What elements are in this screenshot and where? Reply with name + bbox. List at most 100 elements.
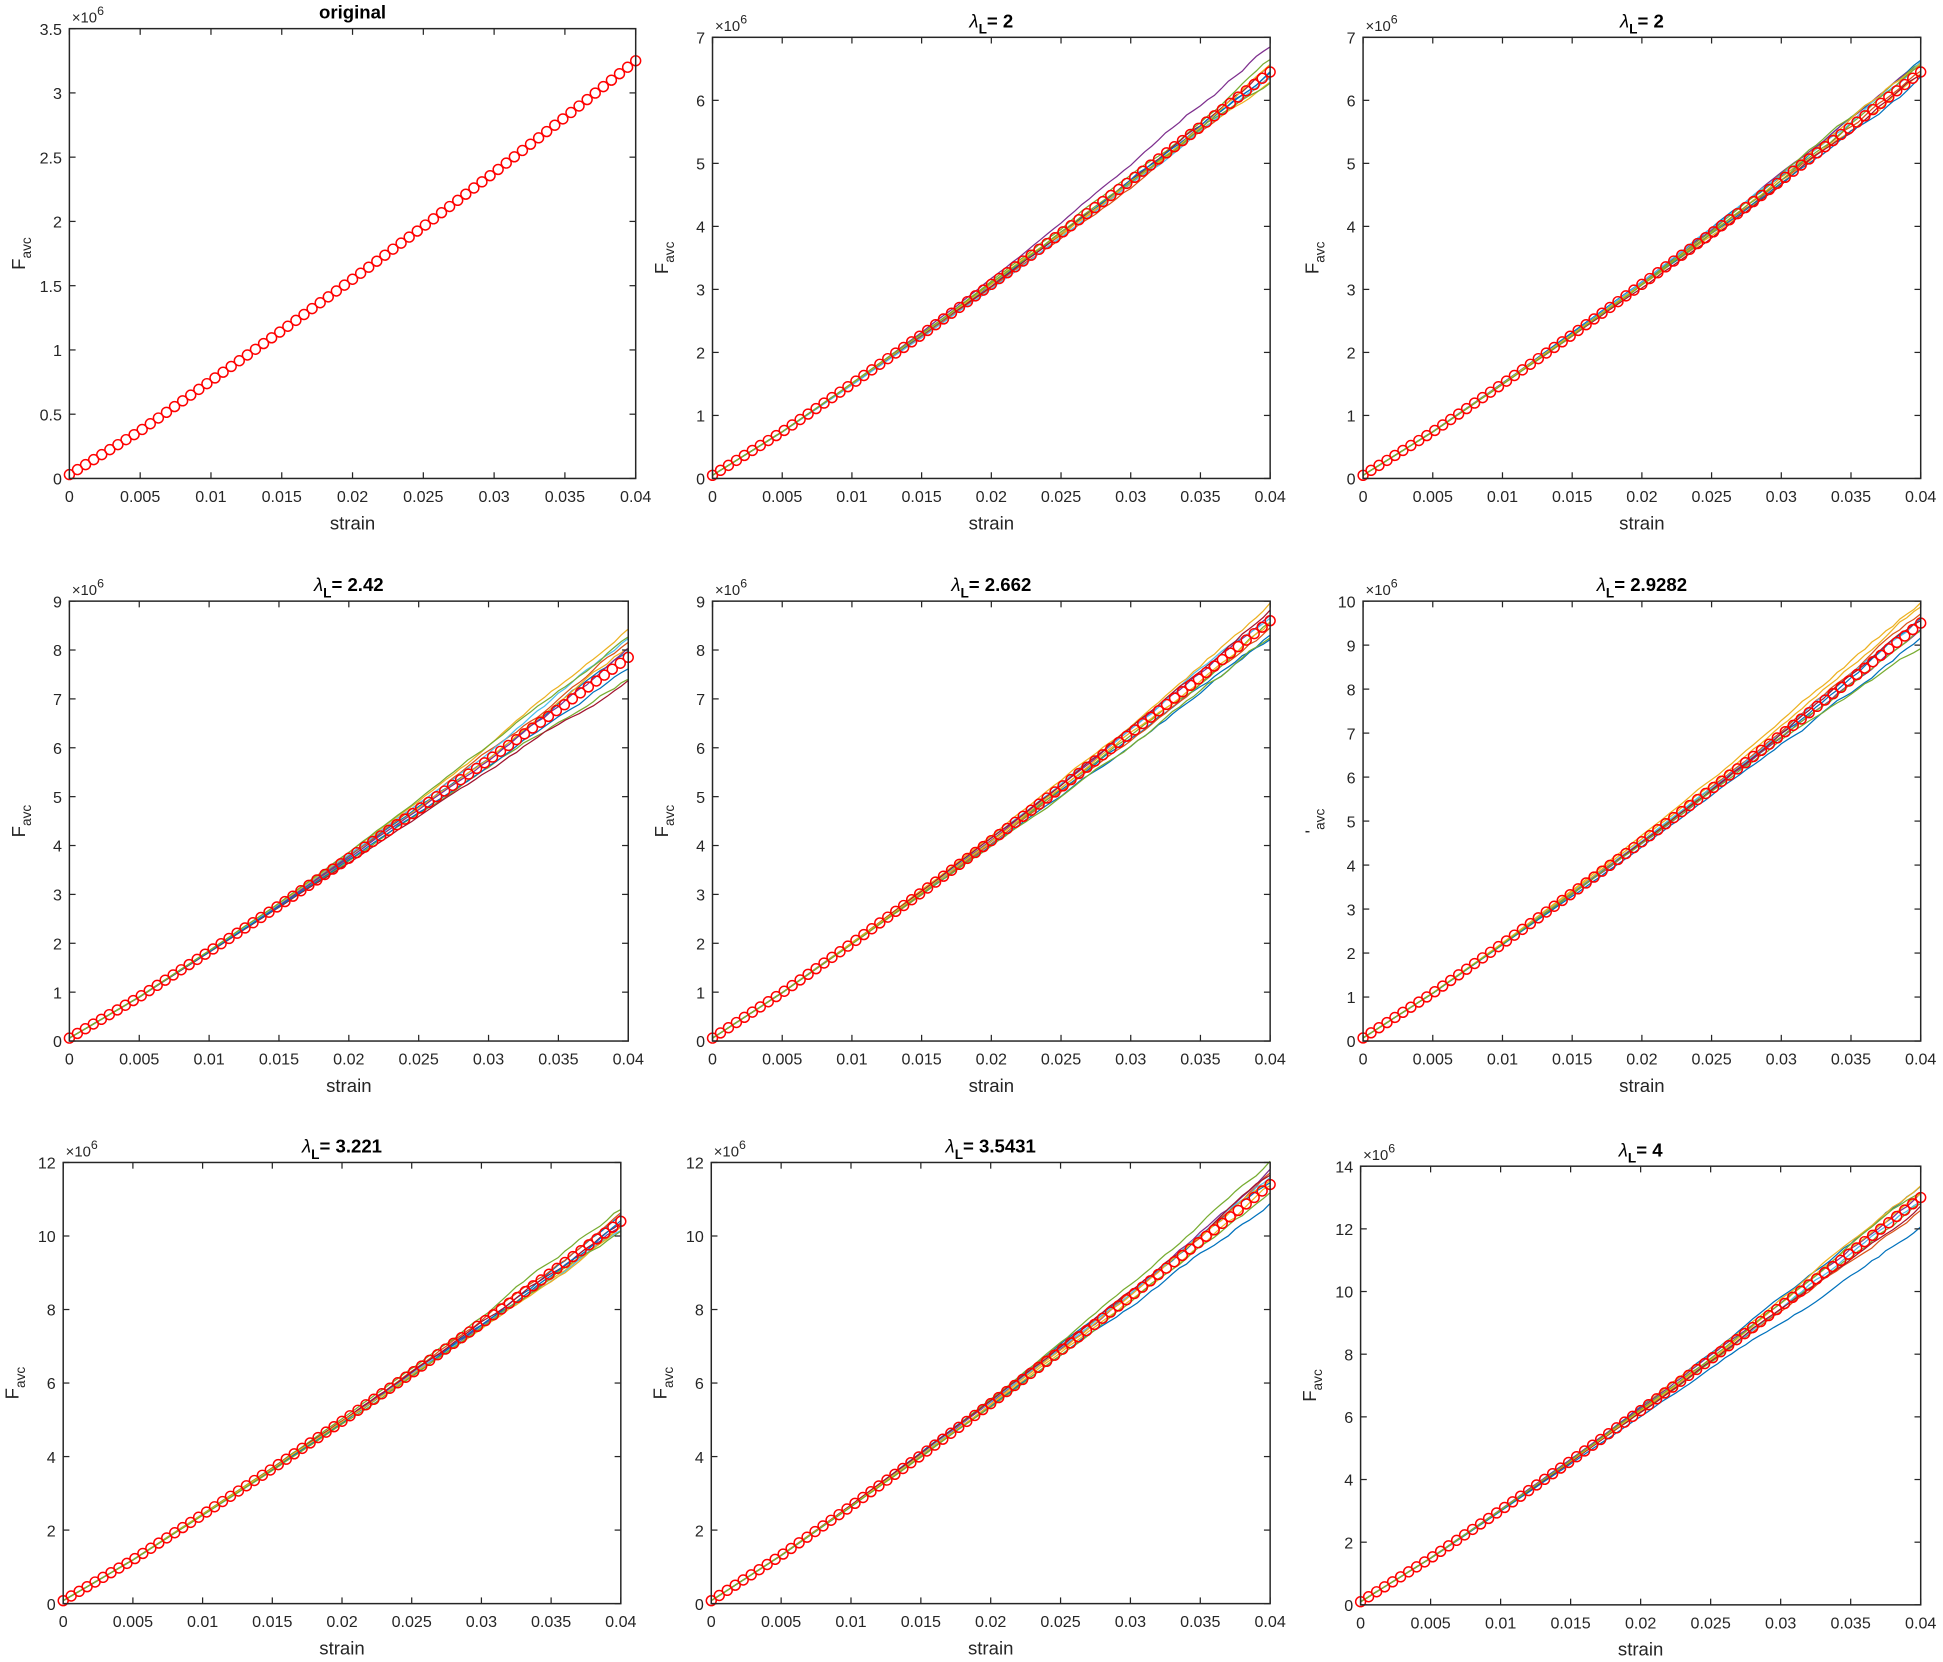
- reference-marker: [1365, 464, 1377, 477]
- reference-marker: [1683, 799, 1696, 812]
- reference-marker: [207, 943, 219, 955]
- y-tick-label: 6: [696, 740, 705, 758]
- realization-line: [62, 1209, 622, 1602]
- reference-marker: [1596, 307, 1608, 319]
- reference-marker: [1738, 1327, 1751, 1340]
- reference-marker: [288, 1448, 300, 1460]
- y-tick-label: 4: [53, 838, 62, 856]
- reference-marker: [1426, 1551, 1439, 1563]
- reference-marker: [1484, 946, 1497, 958]
- reference-marker: [1105, 189, 1117, 202]
- y-tick-label: 5: [53, 789, 62, 807]
- x-tick-label: 0.005: [119, 1051, 159, 1069]
- x-axis-label: strain: [326, 1075, 371, 1096]
- reference-marker: [478, 757, 491, 769]
- reference-marker: [794, 413, 806, 426]
- reference-marker: [714, 1027, 727, 1039]
- reference-marker: [1176, 134, 1189, 147]
- x-tick-label: 0: [707, 1613, 716, 1631]
- reference-marker: [500, 157, 512, 169]
- title-subscript: L: [979, 22, 987, 37]
- reference-marker: [330, 285, 343, 297]
- reference-marker: [1081, 761, 1093, 773]
- panel-title: λL= 4: [1618, 1139, 1663, 1165]
- reference-marker: [1731, 207, 1744, 220]
- x-tick-label: 0.025: [392, 1613, 432, 1631]
- y-tick-label: 3: [53, 887, 62, 905]
- reference-marker: [1025, 804, 1037, 816]
- reference-marker: [738, 449, 751, 462]
- reference-marker: [1168, 141, 1181, 153]
- reference-marker: [1176, 686, 1189, 698]
- y-tick-label: 10: [38, 1228, 56, 1246]
- reference-marker: [443, 200, 456, 213]
- y-tick-label: 6: [695, 1375, 704, 1393]
- reference-marker: [1875, 649, 1887, 662]
- panel-title: λL= 3.221: [301, 1136, 382, 1162]
- reference-marker: [1676, 249, 1688, 261]
- reference-marker: [778, 985, 790, 997]
- reference-marker: [272, 1458, 284, 1471]
- realization-line: [710, 1174, 1271, 1602]
- reference-marker: [1129, 171, 1141, 184]
- reference-marker: [1835, 128, 1847, 141]
- reference-marker: [463, 1326, 476, 1338]
- reference-marker: [1722, 1339, 1735, 1352]
- x-tick-label: 0.025: [403, 488, 443, 506]
- x-tick-label: 0.005: [761, 1613, 801, 1631]
- reference-marker: [1224, 97, 1237, 110]
- reference-marker: [1405, 1001, 1417, 1013]
- realization-line: [69, 628, 629, 1039]
- reference-marker: [487, 1309, 500, 1321]
- reference-marker: [1144, 159, 1157, 171]
- x-tick-label: 0.035: [1180, 488, 1220, 506]
- realization-line: [1360, 1226, 1922, 1603]
- reference-marker: [1016, 1373, 1029, 1386]
- reference-marker: [613, 67, 626, 80]
- y-tick-label: 0: [1347, 1033, 1356, 1051]
- reference-marker: [606, 663, 618, 675]
- reference-marker: [145, 1542, 157, 1554]
- reference-marker: [1803, 706, 1815, 719]
- y-axis-label-subscript: avc: [19, 805, 34, 826]
- reference-marker: [468, 182, 480, 194]
- reference-marker: [1192, 122, 1205, 135]
- reference-marker: [1755, 744, 1768, 757]
- y-tick-label: 8: [1344, 1346, 1353, 1364]
- y-tick-label: 2: [1344, 1534, 1353, 1552]
- reference-marker: [1049, 786, 1061, 798]
- reference-marker: [1025, 249, 1037, 261]
- x-tick-label: 0.015: [901, 488, 941, 506]
- x-tick-label: 0.025: [1040, 1613, 1080, 1631]
- reference-marker: [1370, 1586, 1383, 1598]
- reference-marker: [1444, 413, 1457, 426]
- reference-marker: [929, 1439, 941, 1451]
- title-value: = 4: [1636, 1139, 1663, 1160]
- reference-marker: [1795, 159, 1807, 171]
- x-tick-label: 0.025: [399, 1051, 439, 1069]
- y-tick-label: 1: [53, 984, 62, 1002]
- reference-marker: [745, 1569, 757, 1581]
- reference-marker: [1041, 792, 1053, 804]
- reference-marker: [1192, 1237, 1204, 1249]
- reference-marker: [470, 762, 483, 775]
- panel-7: 0 0.005 0.01 0.015 0.02 0.025 0.03 0.035 0.04 0 2 4…: [2, 1136, 637, 1659]
- reference-marker: [335, 857, 347, 870]
- reference-marker: [722, 459, 735, 472]
- x-tick-label: 0: [59, 1613, 68, 1631]
- reference-marker: [343, 852, 355, 864]
- reference-marker: [1017, 255, 1029, 267]
- reference-marker: [264, 1464, 277, 1476]
- y-tick-label: 9: [696, 593, 705, 611]
- reference-marker: [1080, 1324, 1093, 1337]
- reference-marker: [1442, 1540, 1455, 1552]
- reference-marker: [415, 1360, 428, 1372]
- y-tick-label: 2: [1347, 945, 1356, 963]
- panel-9: 0 0.005 0.01 0.015 0.02 0.025 0.03 0.035 0.04 0 2 4…: [1299, 1139, 1936, 1659]
- y-axis-label-subscript: avc: [662, 805, 677, 826]
- reference-marker: [825, 1514, 837, 1526]
- reference-marker: [746, 1006, 759, 1018]
- x-tick-label: 0.04: [1254, 488, 1285, 506]
- reference-marker: [526, 722, 539, 734]
- y-tick-label: 14: [1335, 1158, 1353, 1176]
